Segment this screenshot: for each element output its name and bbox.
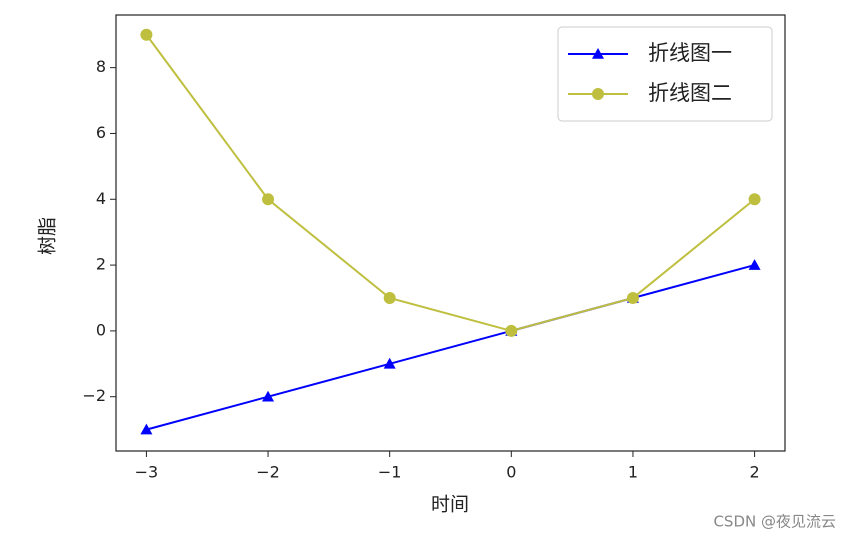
x-tick-label: 0 — [506, 463, 516, 482]
y-tick-label: 6 — [96, 123, 106, 142]
legend-marker — [592, 48, 604, 59]
x-tick-label: −3 — [135, 463, 159, 482]
marker — [626, 291, 639, 304]
legend-box — [557, 26, 773, 122]
series-line — [146, 264, 755, 431]
watermark: CSDN @夜见流云 — [713, 513, 836, 531]
x-tick-label: −1 — [378, 463, 402, 482]
y-tick-label: −2 — [82, 386, 106, 405]
marker — [383, 357, 396, 369]
y-tick-label: 0 — [96, 320, 106, 339]
y-tick-label: 8 — [96, 57, 106, 76]
x-tick-label: −2 — [256, 463, 280, 482]
marker — [140, 423, 153, 435]
x-tick-label: 1 — [628, 463, 638, 482]
marker — [262, 193, 275, 206]
y-tick-label: 4 — [96, 189, 106, 208]
y-tick-label: 2 — [96, 255, 106, 274]
x-axis-label: 时间 — [431, 494, 469, 516]
marker — [505, 324, 518, 337]
marker — [262, 390, 275, 402]
x-tick-label: 2 — [749, 463, 759, 482]
marker — [383, 291, 396, 304]
legend-label: 折线图一 — [648, 41, 732, 65]
legend-label: 折线图二 — [648, 81, 732, 105]
marker — [140, 28, 153, 41]
marker — [748, 193, 761, 206]
marker — [748, 259, 761, 270]
y-axis-label: 树脂 — [37, 217, 59, 255]
series-line — [145, 34, 756, 332]
axes-frame — [115, 14, 786, 452]
legend-marker — [592, 88, 604, 100]
